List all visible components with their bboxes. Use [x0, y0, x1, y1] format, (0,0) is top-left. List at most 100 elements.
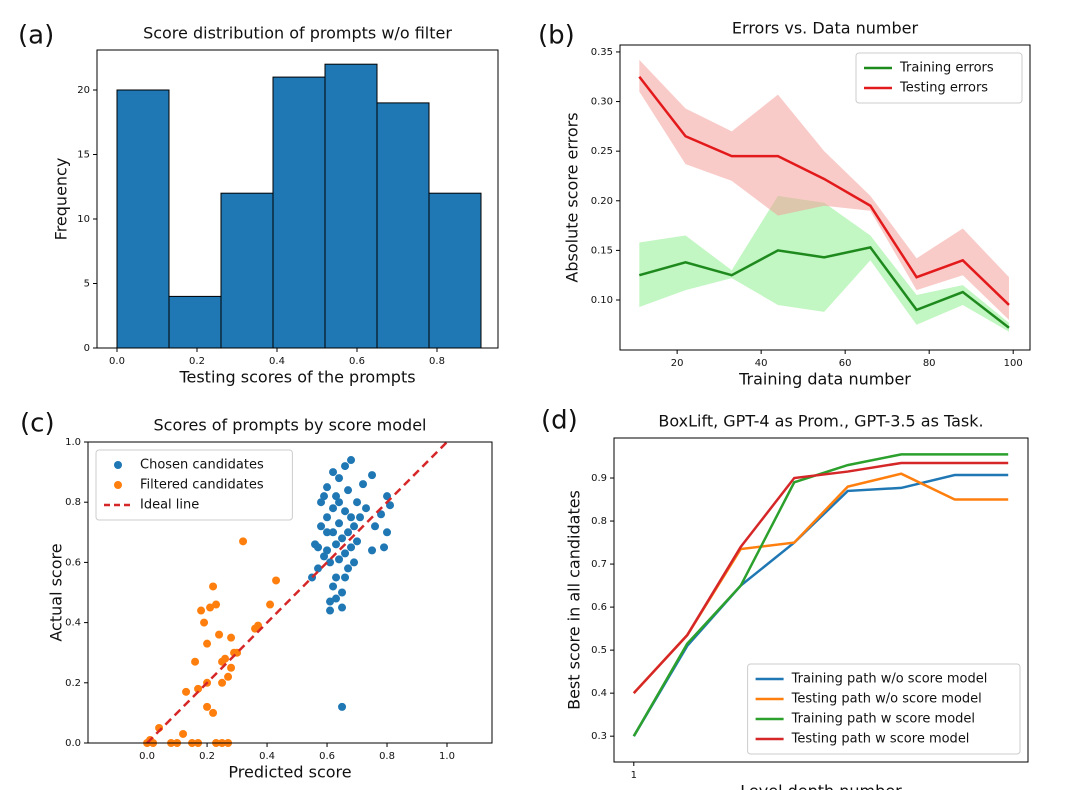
legend-label: Ideal line	[140, 498, 199, 513]
point	[239, 537, 248, 546]
point	[329, 504, 338, 513]
y-tick-label: 15	[77, 149, 90, 160]
point	[203, 639, 212, 648]
line	[638, 75, 1010, 306]
line	[638, 246, 1010, 329]
y-tick-label: 0.6	[65, 557, 81, 568]
y-tick-label: 0.4	[65, 618, 81, 629]
y-tick-label: 0.7	[591, 559, 607, 570]
legend-label: Testing path w score model	[791, 732, 970, 747]
point	[215, 630, 224, 639]
y-tick-label: 0.10	[591, 295, 613, 306]
point	[332, 540, 341, 549]
legend-box	[747, 663, 1021, 755]
x-axis-label: Predicted score	[228, 763, 351, 782]
point	[353, 537, 362, 546]
point	[368, 546, 377, 555]
point	[335, 498, 344, 507]
legend-box	[95, 449, 293, 521]
y-tick-label: 0.15	[591, 245, 613, 256]
point	[320, 492, 329, 501]
point	[341, 507, 350, 516]
plot-frame	[87, 441, 493, 744]
point	[344, 528, 353, 537]
y-tick-label: 0.8	[65, 497, 81, 508]
point	[347, 456, 356, 465]
bar	[272, 76, 326, 349]
point	[179, 729, 188, 738]
y-tick-label: 0.6	[591, 602, 607, 613]
x-tick-label: 100	[1004, 358, 1023, 369]
x-axis-label: Level depth number	[740, 782, 902, 790]
point	[383, 528, 392, 537]
point	[326, 597, 335, 606]
point	[191, 657, 200, 666]
point	[254, 621, 263, 630]
plot-frame	[96, 49, 499, 349]
chart-title: Score distribution of prompts w/o filter	[143, 24, 452, 43]
legend-label: Training errors	[899, 61, 994, 76]
y-axis-label: Absolute score errors	[563, 112, 582, 282]
error-band	[639, 195, 1009, 332]
panel: (b) Errors vs. Data number Training data n…	[538, 19, 1031, 389]
y-axis-label: Best score in all candidates	[565, 490, 584, 710]
y-axis-label: Frequency	[52, 158, 71, 241]
x-tick-label: 0.2	[189, 356, 205, 367]
point	[347, 543, 356, 552]
y-tick-label: 0.5	[591, 645, 607, 656]
legend-box	[855, 52, 1023, 104]
point	[332, 594, 341, 603]
point	[314, 564, 323, 573]
point	[221, 654, 230, 663]
legend-label: Testing path w/o score model	[791, 692, 982, 707]
legend-label: Testing errors	[899, 81, 988, 96]
x-tick-label: 1	[631, 770, 637, 781]
panel-label: (a)	[18, 21, 54, 51]
point	[386, 501, 395, 510]
point	[371, 522, 380, 531]
point	[341, 462, 350, 471]
y-tick-label: 10	[77, 214, 90, 225]
y-tick-label: 0.20	[591, 196, 613, 207]
x-tick-label: 0.4	[269, 356, 285, 367]
point	[332, 492, 341, 501]
point	[383, 492, 392, 501]
x-tick-label: 0.6	[319, 751, 335, 762]
point	[209, 708, 218, 717]
error-band	[639, 59, 1009, 320]
legend-label: Training path w score model	[791, 712, 975, 727]
x-axis-label: Testing scores of the prompts	[178, 368, 415, 387]
bar	[220, 192, 274, 349]
y-tick-label: 0.4	[591, 688, 607, 699]
y-tick-label: 1.0	[65, 437, 81, 448]
point	[209, 582, 218, 591]
x-tick-label: 0.6	[349, 356, 365, 367]
bar	[116, 89, 170, 349]
point	[203, 702, 212, 711]
chart-title: Errors vs. Data number	[732, 19, 919, 38]
point	[329, 468, 338, 477]
point	[218, 678, 227, 687]
x-tick-label: 0.0	[109, 356, 125, 367]
ideal-line	[146, 441, 448, 744]
panel: (a) Score distribution of prompts w/o fil…	[18, 21, 499, 387]
legend-label: Training path w/o score model	[791, 672, 988, 687]
point	[224, 672, 233, 681]
legend-swatch	[114, 461, 122, 469]
x-tick-label: 0.4	[259, 751, 275, 762]
point	[338, 603, 347, 612]
point	[329, 528, 338, 537]
point	[182, 687, 191, 696]
panel-label: (d)	[541, 406, 578, 436]
x-tick-label: 80	[923, 358, 936, 369]
point	[347, 513, 356, 522]
point	[362, 504, 371, 513]
y-tick-label: 0.35	[591, 47, 613, 58]
point	[350, 522, 359, 531]
point	[212, 600, 221, 609]
point	[317, 522, 326, 531]
point	[335, 555, 344, 564]
point	[266, 600, 275, 609]
y-tick-label: 0.0	[65, 738, 81, 749]
point	[377, 510, 386, 519]
